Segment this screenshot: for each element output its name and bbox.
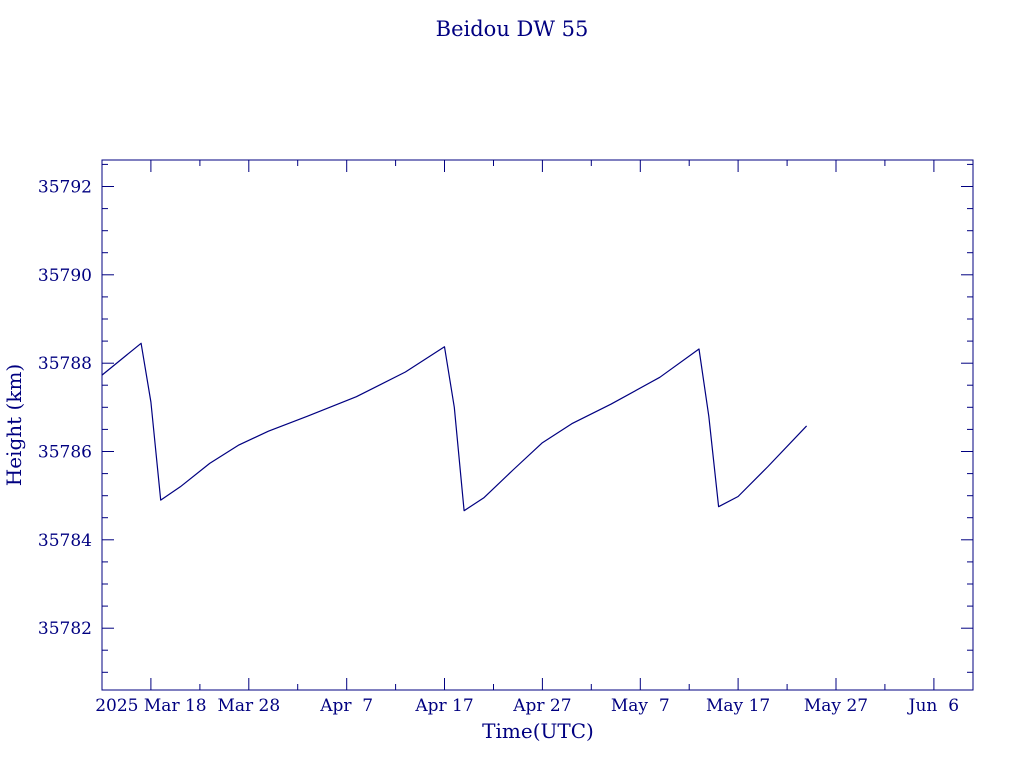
chart-title: Beidou DW 55 (436, 17, 589, 41)
x-tick-label: Mar 28 (217, 696, 280, 716)
x-tick-label: Apr 7 (319, 696, 373, 716)
y-axis: 35782 35784 35786 35788 35790 35792 (38, 163, 973, 673)
x-tick-label: 2025 Mar 18 (95, 696, 206, 716)
y-tick-label: 35792 (38, 178, 92, 198)
y-tick-label: 35788 (38, 354, 92, 374)
series-line-0 (101, 342, 808, 512)
x-axis-label: Time(UTC) (482, 719, 594, 743)
x-tick-label: May 17 (706, 696, 770, 716)
y-tick-label: 35782 (38, 619, 92, 639)
x-tick-label: Apr 27 (512, 696, 571, 716)
y-tick-label: 35790 (38, 266, 92, 286)
x-tick-label: Apr 17 (414, 696, 473, 716)
x-tick-label: May 7 (611, 696, 670, 716)
x-axis: 2025 Mar 18 Mar 28 Apr 7 Apr 17 Apr 27 May 7 M… (95, 160, 959, 716)
x-tick-label: Jun 6 (907, 696, 959, 716)
y-axis-label: Height (km) (2, 364, 26, 486)
plot-frame (101, 159, 974, 691)
series-layer (101, 342, 808, 512)
y-tick-label: 35786 (38, 443, 92, 463)
y-tick-label: 35784 (38, 531, 92, 551)
x-tick-label: May 27 (804, 696, 868, 716)
